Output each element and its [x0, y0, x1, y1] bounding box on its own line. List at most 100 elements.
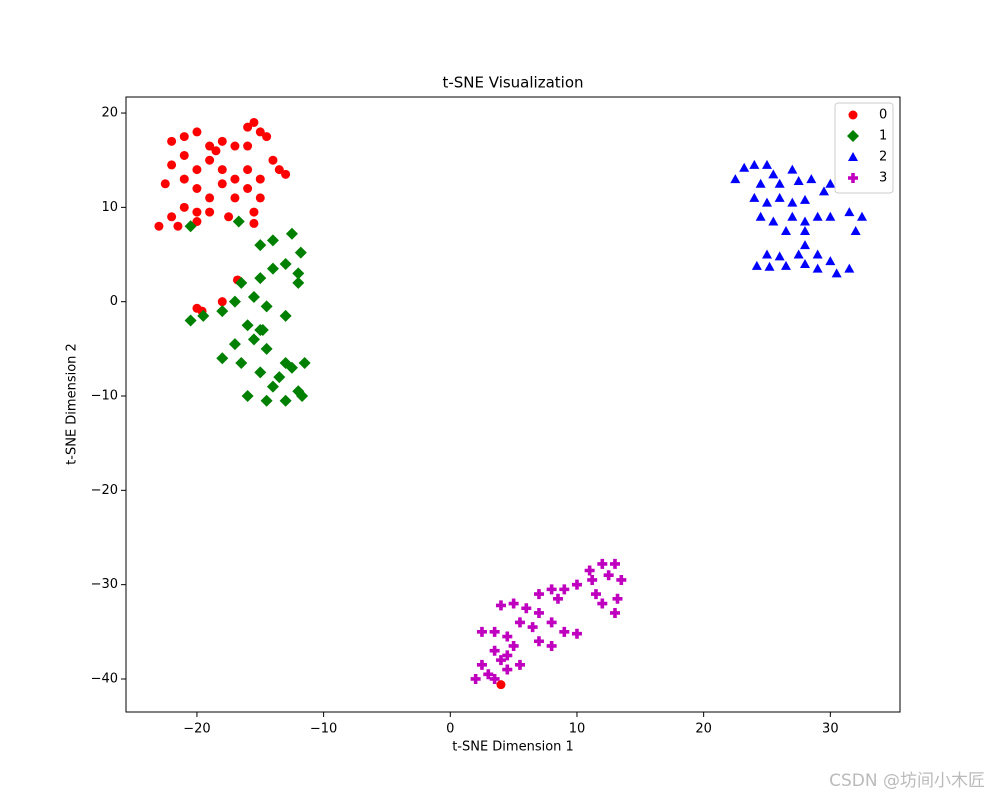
point — [211, 146, 221, 156]
x-tick-label: 0 — [446, 722, 454, 737]
point — [249, 207, 259, 217]
point — [179, 150, 189, 160]
legend-label: 0 — [879, 108, 887, 123]
point — [495, 655, 506, 666]
point — [205, 193, 215, 203]
point — [825, 178, 836, 188]
point — [818, 186, 829, 196]
point — [489, 645, 500, 656]
point — [167, 212, 177, 222]
x-tick-label: −10 — [310, 722, 337, 737]
point — [533, 636, 544, 647]
point — [856, 211, 867, 221]
point — [285, 361, 298, 374]
x-tick-label: −20 — [183, 722, 210, 737]
point — [587, 574, 598, 585]
point — [502, 650, 513, 661]
point — [597, 598, 608, 609]
point — [217, 136, 227, 146]
point — [216, 305, 229, 318]
point — [255, 193, 265, 203]
point — [230, 193, 240, 203]
point — [173, 221, 183, 231]
point — [262, 132, 272, 142]
point — [167, 160, 177, 170]
point — [235, 276, 248, 289]
point — [521, 603, 532, 614]
point — [179, 174, 189, 184]
point — [787, 197, 798, 207]
point — [179, 132, 189, 142]
point — [241, 319, 254, 332]
point — [254, 366, 267, 379]
point — [224, 212, 234, 222]
point — [787, 164, 798, 174]
y-tick-label: 0 — [110, 294, 118, 309]
legend-label: 2 — [879, 150, 887, 165]
point — [793, 249, 804, 259]
point — [260, 300, 273, 313]
point — [502, 664, 513, 675]
point — [739, 162, 750, 172]
point — [274, 165, 284, 175]
point — [812, 263, 823, 273]
point — [243, 141, 253, 151]
point — [768, 169, 779, 179]
point — [546, 584, 557, 595]
point — [476, 626, 487, 637]
point — [266, 234, 279, 247]
point — [571, 579, 582, 590]
legend-marker — [847, 130, 859, 142]
x-tick-label: 10 — [569, 722, 586, 737]
point — [184, 220, 197, 233]
point — [774, 192, 785, 202]
point — [850, 225, 861, 235]
point — [249, 218, 259, 228]
y-tick-label: −10 — [91, 389, 118, 404]
point — [279, 309, 292, 322]
point — [787, 211, 798, 221]
point — [160, 179, 170, 189]
point — [597, 558, 608, 569]
point — [279, 257, 292, 270]
point — [292, 267, 305, 280]
point — [751, 260, 762, 270]
point — [217, 297, 227, 307]
point — [192, 183, 202, 193]
point — [559, 626, 570, 637]
y-tick-label: −20 — [91, 483, 118, 498]
point — [243, 165, 253, 175]
point — [298, 356, 311, 369]
point — [799, 240, 810, 250]
point — [806, 174, 817, 184]
point — [514, 659, 525, 670]
point — [780, 260, 791, 270]
point — [256, 323, 269, 336]
point — [266, 262, 279, 275]
point — [495, 600, 506, 611]
chart-title: t-SNE Visualization — [442, 74, 583, 92]
point — [768, 216, 779, 226]
point — [799, 258, 810, 268]
point — [255, 127, 265, 137]
point — [228, 295, 241, 308]
point — [584, 565, 595, 576]
point — [761, 159, 772, 169]
point — [812, 211, 823, 221]
point — [527, 622, 538, 633]
point — [496, 680, 506, 690]
point — [609, 607, 620, 618]
point — [192, 165, 202, 175]
point — [730, 174, 741, 184]
point — [167, 136, 177, 146]
point — [489, 673, 500, 684]
point — [184, 314, 197, 327]
point — [279, 394, 292, 407]
point — [260, 342, 273, 355]
point — [533, 589, 544, 600]
point — [612, 593, 623, 604]
point — [533, 607, 544, 618]
point — [799, 194, 810, 204]
y-tick-label: −40 — [91, 671, 118, 686]
